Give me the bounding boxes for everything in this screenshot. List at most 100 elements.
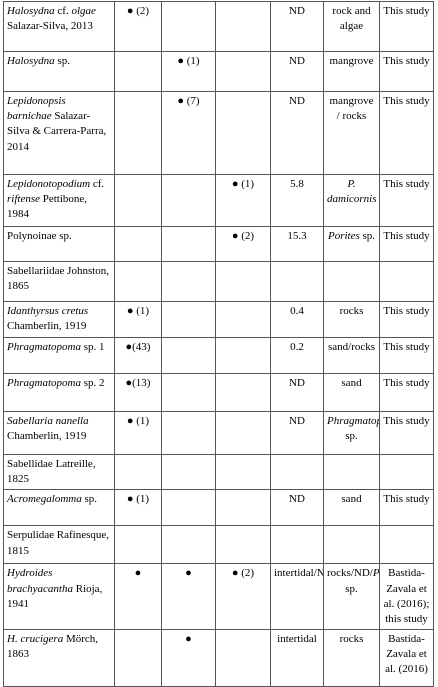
table-cell [379, 453, 434, 491]
table-cell [215, 91, 271, 175]
table-cell: ● (2) [114, 1, 162, 52]
table-cell [215, 373, 271, 412]
table-cell [161, 373, 216, 412]
table-cell [323, 525, 380, 565]
cell-text: sp. [345, 430, 358, 443]
table-cell: This study [379, 91, 434, 175]
table-cell [270, 261, 324, 302]
table-row: Sabellaria nanella Chamberlin, 1919 ● (1)… [3, 411, 434, 455]
table-cell: Bastida-Zavala et al. (2016) [379, 629, 434, 687]
cell-text: Phragmatopoma [7, 377, 81, 389]
table-cell [114, 226, 162, 262]
table-cell: ● (1) [114, 301, 162, 338]
cell-text: Pettibone, 1984 [7, 193, 88, 221]
cell-text: cf. [54, 5, 72, 17]
table-cell: Sabellidae Latreille, 1825 [3, 453, 115, 491]
table-cell: rocks [323, 629, 380, 687]
table-cell: This study [379, 51, 434, 92]
table-row: Hydroides brachyacantha Rioja, 1941 ● ● ● (… [3, 563, 434, 631]
cell-text: sp. [345, 582, 358, 595]
table-cell: Bastida-Zavala et al. (2016); this study [379, 563, 434, 631]
table-cell: 15.3 [270, 226, 324, 262]
cell-text: cf. [90, 178, 105, 190]
cell-text: sp. 2 [80, 377, 105, 389]
table-cell: ● (1) [114, 489, 162, 527]
table-cell: Phragmatopoma sp. 2 [3, 373, 115, 412]
table-cell: intertidal [270, 629, 324, 687]
table-cell: ● [161, 629, 216, 687]
table-cell [215, 337, 271, 374]
table-cell [215, 453, 271, 491]
table-cell [114, 453, 162, 491]
table-cell [114, 51, 162, 92]
table-cell: ● (1) [215, 174, 271, 227]
table-row: Phragmatopoma sp. 1 ●(43) 0.2 sand/rocks Thi… [3, 337, 434, 374]
cell-text: Sabellaria nanella [7, 415, 89, 427]
table-cell [114, 91, 162, 175]
cell-text: Phragmatopoma [327, 415, 379, 427]
cell-text: riftense [7, 193, 40, 206]
table-cell [114, 261, 162, 302]
table-cell: ● [114, 563, 162, 631]
table-cell [161, 174, 216, 227]
table-cell [270, 453, 324, 491]
table-cell [215, 51, 271, 92]
cell-text: Salazar-Silva & Carrera-Parra, 2014 [7, 110, 107, 153]
cell-text: olgae [71, 5, 96, 17]
cell-text: H. crucigera [7, 633, 64, 646]
table-cell: 5.8 [270, 174, 324, 227]
table-cell [215, 525, 271, 565]
cell-text: Phragmatopoma [7, 341, 81, 353]
table-row: Lepidonotopodium cf. riftense Pettibone,… [3, 174, 434, 227]
table-cell: Hydroides brachyacantha Rioja, 1941 [3, 563, 115, 631]
table-row: Sabellariidae Johnston, 1865 [3, 261, 434, 302]
table-cell: ● [161, 563, 216, 631]
cell-text: sp. [81, 493, 98, 506]
table-cell: ● (7) [161, 91, 216, 175]
table-cell [114, 174, 162, 227]
table-cell: This study [379, 226, 434, 262]
table-cell [379, 525, 434, 565]
table-cell [323, 261, 380, 302]
table-cell: ●(43) [114, 337, 162, 374]
table-cell: ND [270, 373, 324, 412]
table-cell: Acromegalomma sp. [3, 489, 115, 527]
table-cell: 0.2 [270, 337, 324, 374]
table-row: Polynoinae sp. ● (2) 15.3 Porites sp. This s… [3, 226, 434, 262]
table-cell: mangrove / rocks [323, 91, 380, 175]
cell-text: Lepidonopsis barnichae [7, 95, 66, 123]
table-cell: Lepidonotopodium cf. riftense Pettibone,… [3, 174, 115, 227]
table-row: Serpulidae Rafinesque, 1815 [3, 525, 434, 565]
table-cell: rocks/ND/Porites sp. [323, 563, 380, 631]
table-row: Sabellidae Latreille, 1825 [3, 453, 434, 491]
table-cell: ● (2) [215, 226, 271, 262]
table-cell: intertidal/ND/15.3 [270, 563, 324, 631]
table-cell [215, 629, 271, 687]
cell-text: Porites [372, 567, 380, 580]
table-cell [161, 226, 216, 262]
table-cell [215, 489, 271, 527]
table-cell: ND [270, 51, 324, 92]
table-cell [161, 261, 216, 302]
table-cell: Halosydna cf. olgae Salazar-Silva, 2013 [3, 1, 115, 52]
table-cell [323, 453, 380, 491]
table-cell: ND [270, 411, 324, 455]
table-cell: mangrove [323, 51, 380, 92]
table-cell [161, 489, 216, 527]
table-cell [161, 301, 216, 338]
cell-text: Halosydna [7, 5, 55, 17]
cell-text: Hydroides brachyacantha [7, 567, 73, 595]
table-cell [215, 411, 271, 455]
table-cell: Serpulidae Rafinesque, 1815 [3, 525, 115, 565]
table-row: Acromegalomma sp. ● (1) ND sand This study [3, 489, 434, 527]
table-cell: This study [379, 489, 434, 527]
table-cell: This study [379, 301, 434, 338]
table-row: Halosydna sp. ● (1) ND mangrove This study [3, 51, 434, 92]
table-cell: rocks [323, 301, 380, 338]
table-cell: rock and algae [323, 1, 380, 52]
cell-text: Halosydna [7, 55, 55, 67]
table-cell: Sabellariidae Johnston, 1865 [3, 261, 115, 302]
cell-text: sp. [54, 55, 70, 67]
table-row: Halosydna cf. olgae Salazar-Silva, 2013 ●… [3, 1, 434, 52]
